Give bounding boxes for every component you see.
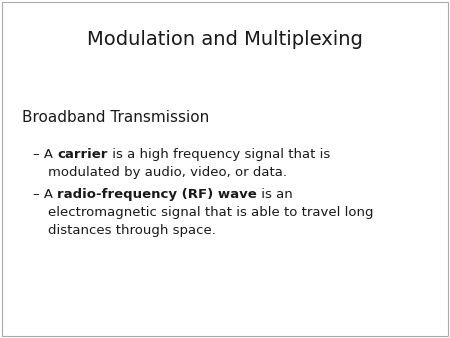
Text: modulated by audio, video, or data.: modulated by audio, video, or data. [48, 166, 287, 179]
Text: – A: – A [33, 188, 57, 201]
Text: distances through space.: distances through space. [48, 224, 216, 237]
Text: Modulation and Multiplexing: Modulation and Multiplexing [87, 30, 363, 49]
Text: electromagnetic signal that is able to travel long: electromagnetic signal that is able to t… [48, 206, 373, 219]
Text: is an: is an [257, 188, 293, 201]
Text: is a high frequency signal that is: is a high frequency signal that is [108, 148, 330, 161]
Text: carrier: carrier [57, 148, 108, 161]
Text: – A: – A [33, 148, 57, 161]
Text: Broadband Transmission: Broadband Transmission [22, 110, 209, 125]
Text: radio-frequency (RF) wave: radio-frequency (RF) wave [57, 188, 257, 201]
